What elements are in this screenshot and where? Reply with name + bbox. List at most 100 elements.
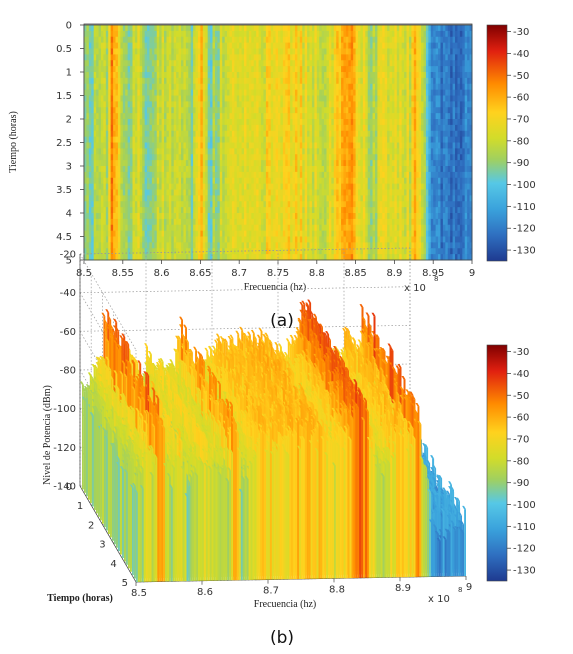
- heatmap-cell: [350, 142, 354, 149]
- heatmap-cell: [93, 166, 97, 173]
- heatmap-cell: [113, 189, 116, 196]
- heatmap-cell: [171, 242, 175, 249]
- heatmap-cell: [132, 154, 136, 161]
- heatmap-cell: [328, 201, 332, 208]
- heatmap-cell: [314, 236, 318, 243]
- heatmap-cell: [244, 213, 247, 220]
- heatmap-cell: [188, 83, 192, 91]
- heatmap-cell: [207, 119, 211, 126]
- heatmap-cell: [142, 113, 146, 120]
- heatmap-cell: [377, 254, 381, 261]
- heatmap-cell: [353, 25, 356, 32]
- heatmap-cell: [355, 154, 359, 161]
- heatmap-cell: [278, 207, 281, 214]
- heatmap-cell: [278, 195, 281, 202]
- heatmap-cell: [178, 89, 182, 96]
- heatmap-cell: [299, 160, 303, 167]
- heatmap-cell: [161, 95, 165, 102]
- heatmap-cell: [147, 89, 150, 96]
- heatmap-cell: [91, 177, 95, 185]
- heatmap-cell: [91, 195, 95, 202]
- heatmap-cell: [353, 236, 356, 243]
- heatmap-cell: [193, 124, 196, 132]
- heatmap-cell: [311, 171, 315, 179]
- heatmap-cell: [379, 95, 383, 102]
- heatmap-cell: [345, 236, 349, 243]
- heatmap-cell: [263, 248, 267, 255]
- heatmap-cell: [370, 60, 373, 67]
- heatmap-cell: [345, 42, 349, 49]
- heatmap-cell: [244, 130, 247, 138]
- heatmap-cell: [256, 42, 259, 49]
- heatmap-cell: [251, 83, 255, 91]
- heatmap-cell: [183, 248, 187, 255]
- heatmap-cell: [338, 36, 342, 44]
- heatmap-cell: [173, 124, 177, 132]
- heatmap-cell: [307, 72, 310, 79]
- heatmap-cell: [181, 177, 184, 185]
- heatmap-cell: [258, 207, 262, 214]
- heatmap-cell: [280, 83, 284, 91]
- heatmap-cell: [297, 101, 301, 108]
- heatmap-cell: [108, 224, 112, 232]
- heatmap-cell: [290, 195, 293, 202]
- heatmap-cell: [188, 25, 192, 32]
- heatmap-cell: [178, 183, 182, 190]
- heatmap-cell: [256, 101, 259, 108]
- heatmap-cell: [207, 83, 211, 91]
- heatmap-cell: [202, 54, 206, 61]
- heatmap-cell: [137, 25, 141, 32]
- heatmap-cell: [171, 248, 175, 255]
- heatmap-cell: [253, 25, 257, 32]
- heatmap-cell: [190, 60, 194, 67]
- heatmap-cell: [88, 213, 92, 220]
- heatmap-cell: [86, 166, 90, 173]
- heatmap-cell: [217, 136, 221, 143]
- heatmap-cell: [304, 60, 308, 67]
- heatmap-cell: [84, 177, 87, 185]
- heatmap-cell: [234, 25, 238, 32]
- heatmap-cell: [214, 60, 218, 67]
- heatmap-cell: [333, 154, 337, 161]
- heatmap-cell: [360, 171, 364, 179]
- heatmap-cell: [280, 148, 284, 155]
- heatmap-cell: [207, 195, 211, 202]
- heatmap-cell: [382, 207, 386, 214]
- heatmap-cell: [328, 242, 332, 249]
- heatmap-cell: [343, 107, 347, 114]
- heatmap-cell: [338, 195, 342, 202]
- heatmap-cell: [98, 142, 102, 149]
- heatmap-cell: [127, 48, 131, 55]
- heatmap-cell: [285, 183, 289, 190]
- heatmap-cell: [161, 136, 165, 143]
- heatmap-cell: [224, 213, 228, 220]
- heatmap-cell: [231, 154, 235, 161]
- heatmap-cell: [161, 101, 165, 108]
- heatmap-cell: [154, 72, 158, 79]
- heatmap-cell: [149, 195, 153, 202]
- heatmap-cell: [149, 89, 153, 96]
- heatmap-cell: [205, 213, 209, 220]
- heatmap-cell: [149, 113, 153, 120]
- heatmap-cell: [319, 248, 323, 255]
- heatmap-cell: [375, 195, 378, 202]
- heatmap-cell: [244, 107, 247, 114]
- heatmap-cell: [156, 107, 160, 114]
- heatmap-cell: [358, 77, 361, 85]
- heatmap-cell: [358, 95, 361, 102]
- heatmap-cell: [144, 83, 148, 91]
- heatmap-cell: [144, 142, 148, 149]
- heatmap-cell: [205, 166, 209, 173]
- heatmap-cell: [185, 95, 189, 102]
- heatmap-cell: [234, 60, 238, 67]
- heatmap-cell: [365, 160, 369, 167]
- heatmap-cell: [159, 54, 162, 61]
- heatmap-cell: [210, 60, 213, 67]
- heatmap-cell: [185, 148, 189, 155]
- heatmap-cell: [350, 171, 354, 179]
- heatmap-cell: [311, 160, 315, 167]
- heatmap-cell: [202, 248, 206, 255]
- heatmap-cell: [341, 142, 344, 149]
- heatmap-cell: [183, 130, 187, 138]
- heatmap-cell: [219, 166, 223, 173]
